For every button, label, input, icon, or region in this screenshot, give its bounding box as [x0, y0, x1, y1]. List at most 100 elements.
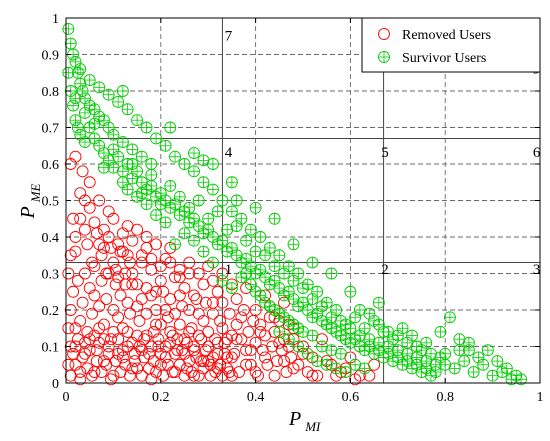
point-series-0-232 — [124, 369, 136, 382]
point-series-1-229 — [434, 351, 447, 364]
point-series-0-172 — [233, 366, 245, 378]
point-series-0-137 — [150, 304, 163, 316]
region-label-1: 1 — [225, 262, 233, 278]
point-series-0-111 — [88, 289, 101, 302]
point-series-0-277 — [79, 223, 91, 236]
y-tick-label-0: 0 — [52, 377, 59, 392]
point-series-0-271 — [216, 369, 229, 382]
region-label-4: 4 — [225, 145, 233, 161]
point-series-0-278 — [74, 187, 87, 200]
point-series-0-231 — [121, 325, 134, 338]
point-series-1-133 — [225, 205, 238, 218]
point-series-0-284 — [107, 212, 120, 225]
y-tick-label-4: 0.4 — [42, 231, 60, 246]
point-series-1-228 — [425, 347, 437, 360]
point-series-1-150 — [69, 92, 82, 105]
point-series-1-230 — [178, 227, 191, 240]
point-series-0-140 — [157, 285, 170, 298]
point-series-1-109 — [443, 311, 456, 324]
point-series-1-170 — [259, 249, 272, 262]
point-series-1-152 — [88, 117, 101, 130]
point-series-1-211 — [244, 278, 257, 291]
point-series-1-236 — [169, 238, 181, 251]
point-series-0-244 — [152, 333, 165, 346]
y-tick-label-10: 1 — [52, 12, 59, 27]
point-series-0-77 — [150, 285, 163, 298]
point-series-1-165 — [211, 205, 224, 218]
point-series-0-255 — [178, 369, 191, 382]
point-series-0-173 — [235, 333, 248, 346]
point-series-1-40 — [154, 187, 167, 200]
point-series-0-192 — [280, 366, 293, 378]
point-series-0-267 — [206, 351, 219, 364]
point-series-0-279 — [83, 201, 96, 214]
point-series-0-174 — [237, 304, 250, 316]
point-series-1-145 — [112, 95, 125, 108]
point-series-1-144 — [121, 103, 134, 116]
y-tick-label-1: 0.1 — [42, 341, 60, 356]
point-series-1-222 — [372, 318, 385, 331]
point-series-0-127 — [126, 278, 139, 291]
point-series-0-251 — [169, 347, 181, 360]
point-series-1-164 — [202, 212, 215, 225]
point-series-0-112 — [90, 344, 103, 357]
point-series-0-297 — [183, 267, 196, 280]
point-series-0-118 — [105, 333, 117, 346]
data-points — [62, 23, 527, 386]
point-series-1-154 — [107, 143, 120, 156]
point-series-1-130 — [254, 231, 267, 243]
y-tick-label-3: 0.3 — [42, 268, 60, 283]
region-boundaries — [66, 18, 540, 383]
point-series-0-276 — [69, 245, 82, 258]
point-series-1-140 — [159, 139, 172, 152]
point-series-1-244 — [462, 336, 475, 349]
point-series-1-246 — [188, 147, 200, 160]
point-series-0-308 — [119, 278, 132, 291]
point-series-0-153 — [188, 344, 200, 357]
point-series-0-164 — [214, 315, 227, 327]
point-series-0-150 — [180, 362, 193, 375]
y-tick-label-5: 0.5 — [42, 195, 60, 210]
point-series-0-280 — [88, 216, 101, 229]
point-series-0-289 — [131, 223, 144, 236]
region-label-6: 6 — [533, 145, 541, 161]
point-series-1-138 — [178, 158, 191, 170]
point-series-1-141 — [150, 132, 163, 145]
point-series-1-167 — [230, 220, 243, 233]
point-series-0-151 — [183, 304, 196, 316]
point-series-0-200 — [311, 369, 324, 382]
legend-marker-1 — [378, 51, 390, 63]
point-series-0-117 — [102, 267, 115, 280]
point-series-0-247 — [159, 340, 172, 353]
point-series-1-142 — [140, 121, 153, 134]
point-series-1-100 — [448, 362, 461, 375]
point-series-1-231 — [188, 234, 200, 247]
point-series-1-158 — [145, 168, 158, 181]
point-series-0-49 — [306, 369, 319, 382]
point-series-0-272 — [218, 347, 231, 360]
point-series-1-214 — [273, 307, 286, 320]
point-series-1-151 — [79, 136, 91, 149]
region-label-5: 5 — [381, 145, 389, 161]
point-series-1-171 — [268, 260, 281, 273]
legend-label-survivor-users: Survivor Users — [402, 51, 486, 66]
point-series-0-266 — [204, 369, 217, 382]
point-series-0-211 — [74, 366, 87, 378]
point-series-1-131 — [244, 223, 257, 236]
point-series-0-286 — [116, 227, 129, 240]
point-series-0-170 — [228, 347, 241, 360]
point-series-0-303 — [95, 249, 108, 262]
point-series-1-143 — [131, 114, 144, 127]
point-series-1-15 — [126, 143, 139, 156]
x-tick-label-0: 0 — [63, 390, 70, 405]
point-series-0-181 — [254, 318, 267, 331]
legend-marker-0 — [378, 28, 390, 40]
point-series-0-299 — [76, 165, 89, 178]
point-series-1-200 — [273, 325, 286, 338]
point-series-0-196 — [292, 358, 305, 371]
y-tick-label-6: 0.6 — [42, 158, 60, 173]
point-series-1-201 — [282, 333, 295, 346]
point-series-1-239 — [121, 183, 134, 196]
point-series-1-134 — [216, 194, 229, 207]
point-series-1-221 — [363, 307, 376, 320]
